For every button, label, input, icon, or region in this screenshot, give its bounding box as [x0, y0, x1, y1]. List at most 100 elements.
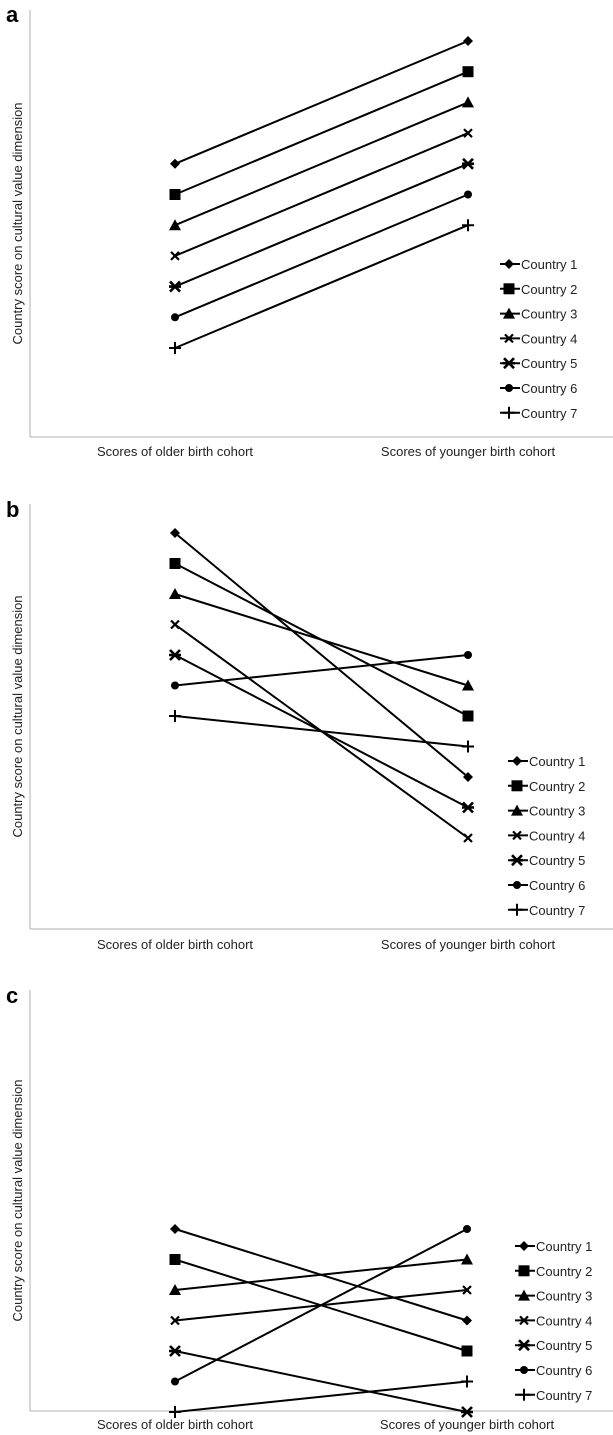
- legend-item: Country 2: [508, 779, 585, 794]
- legend-label: Country 2: [521, 282, 577, 297]
- data-point: [462, 710, 474, 722]
- chart-panel-a: a Country score on cultural value dimensi…: [6, 2, 613, 459]
- data-point: [169, 189, 181, 200]
- legend-item: Country 3: [515, 1289, 592, 1304]
- series-country-1: [170, 528, 473, 782]
- legend-marker: [511, 903, 523, 916]
- data-point: [171, 681, 179, 690]
- data-point: [461, 1375, 473, 1388]
- legend-item: Country 5: [515, 1338, 592, 1353]
- series-country-4: [170, 128, 473, 261]
- legend-marker: [503, 307, 515, 319]
- legend: Country 1 Country 2 Country 3 Country 4 Coun…: [500, 257, 577, 421]
- legend-label: Country 6: [536, 1363, 592, 1378]
- y-axis-label: Country score on cultural value dimensio…: [10, 102, 25, 344]
- legend-label: Country 4: [536, 1313, 592, 1328]
- series-country-2: [169, 66, 474, 200]
- data-point: [170, 1315, 180, 1326]
- data-point: [169, 219, 181, 231]
- legend-marker: [512, 756, 522, 766]
- series-line: [174, 193, 469, 319]
- series-line: [174, 162, 469, 288]
- legend-marker: [518, 1339, 530, 1352]
- series-line: [174, 593, 469, 687]
- legend-item: Country 1: [515, 1239, 592, 1254]
- series-country-7: [169, 1375, 473, 1418]
- x-tick-label: Scores of younger birth cohort: [381, 444, 556, 459]
- legend-label: Country 7: [529, 903, 585, 918]
- legend-label: Country 5: [536, 1338, 592, 1353]
- data-point: [462, 96, 474, 108]
- x-tick-label: Scores of younger birth cohort: [381, 937, 556, 952]
- legend-label: Country 6: [529, 878, 585, 893]
- y-axis-label: Country score on cultural value dimensio…: [10, 595, 25, 837]
- data-point: [463, 772, 473, 782]
- legend-marker: [513, 881, 521, 889]
- data-point: [462, 801, 474, 814]
- legend-item: Country 4: [515, 1313, 592, 1328]
- series-line: [174, 532, 469, 778]
- legend-marker: [512, 830, 522, 841]
- legend-item: Country 5: [500, 356, 577, 371]
- legend-item: Country 4: [508, 828, 585, 843]
- series-country-6: [171, 651, 472, 690]
- data-point: [462, 157, 474, 170]
- series-country-3: [169, 96, 474, 231]
- y-axis-label: Country score on cultural value dimensio…: [10, 1079, 25, 1321]
- legend-label: Country 7: [521, 406, 577, 421]
- data-point: [169, 280, 181, 293]
- legend-item: Country 7: [508, 903, 585, 918]
- series-country-7: [169, 219, 474, 354]
- x-tick-label: Scores of younger birth cohort: [380, 1417, 555, 1432]
- legend-label: Country 4: [521, 331, 577, 346]
- legend-label: Country 1: [536, 1239, 592, 1254]
- panel-letter: c: [6, 983, 18, 1008]
- x-tick-label: Scores of older birth cohort: [97, 937, 253, 952]
- data-point: [171, 1377, 179, 1386]
- legend-marker: [511, 854, 523, 867]
- data-point: [461, 1406, 473, 1418]
- data-point: [169, 1406, 181, 1418]
- data-point: [461, 1345, 473, 1357]
- series-line: [174, 1258, 468, 1291]
- legend-marker: [518, 1265, 530, 1277]
- legend-label: Country 5: [529, 853, 585, 868]
- data-point: [464, 190, 472, 199]
- series-line: [174, 654, 469, 687]
- legend-label: Country 1: [521, 257, 577, 272]
- series-country-3: [169, 588, 474, 691]
- data-point: [171, 313, 179, 322]
- series-line: [174, 224, 469, 349]
- data-point: [169, 1254, 181, 1265]
- legend-item: Country 1: [500, 257, 577, 272]
- series-line: [174, 715, 469, 748]
- data-point: [464, 651, 472, 659]
- legend-item: Country 2: [515, 1264, 592, 1279]
- data-point: [462, 1285, 472, 1295]
- data-point: [169, 710, 181, 722]
- legend-label: Country 2: [536, 1264, 592, 1279]
- legend-label: Country 3: [536, 1289, 592, 1304]
- series-country-7: [169, 710, 474, 753]
- legend-item: Country 3: [500, 307, 577, 322]
- legend-marker: [503, 357, 515, 370]
- legend-marker: [511, 804, 523, 816]
- legend: Country 1 Country 2 Country 3 Country 4 Coun…: [515, 1239, 592, 1403]
- data-point: [169, 342, 181, 354]
- legend-marker: [519, 1315, 529, 1326]
- legend: Country 1 Country 2 Country 3 Country 4 Coun…: [508, 754, 585, 918]
- legend-marker: [505, 384, 513, 392]
- data-point: [170, 1224, 180, 1234]
- legend-item: Country 5: [508, 853, 585, 868]
- data-point: [463, 1225, 471, 1233]
- data-point: [463, 833, 473, 843]
- data-point: [463, 128, 473, 138]
- series-line: [174, 1380, 468, 1413]
- series-line: [174, 1350, 468, 1413]
- series-line: [174, 132, 469, 257]
- chart-panel-b: b Country score on cultural value dimensi…: [6, 497, 613, 952]
- x-tick-label: Scores of older birth cohort: [97, 1417, 253, 1432]
- data-point: [169, 1284, 181, 1295]
- data-point: [462, 679, 474, 691]
- legend-marker: [518, 1388, 530, 1401]
